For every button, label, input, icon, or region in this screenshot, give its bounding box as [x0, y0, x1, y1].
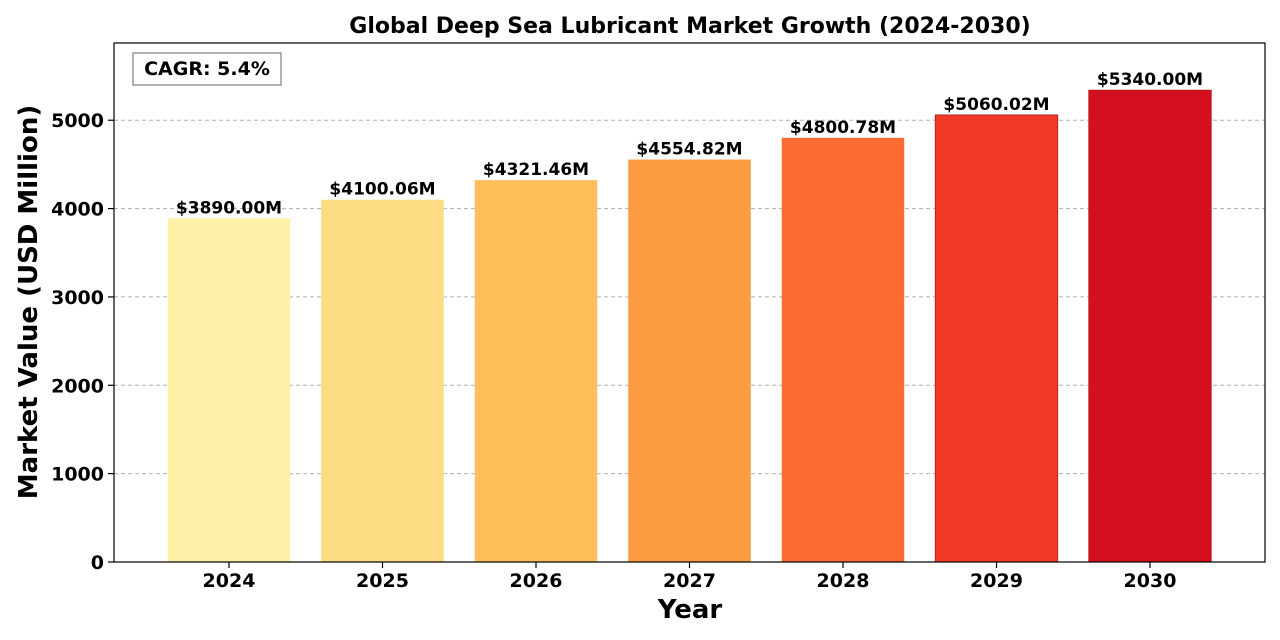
bar — [1088, 89, 1212, 563]
bar-value-label: $4554.82M — [636, 140, 742, 160]
x-axis-label: Year — [657, 595, 723, 625]
y-tick-label: 4000 — [51, 199, 104, 221]
bar-value-label: $5060.02M — [943, 95, 1049, 115]
cagr-text: CAGR: 5.4% — [144, 58, 270, 80]
y-axis-ticks: 0 1000 2000 3000 4000 5000 — [51, 110, 114, 574]
bar — [321, 199, 444, 562]
x-tick-label: 2025 — [356, 570, 409, 592]
x-axis-ticks: 2024 2025 2026 2027 2028 2029 2030 — [203, 562, 1177, 592]
bar-value-label: $4100.06M — [329, 180, 435, 200]
x-tick-label: 2030 — [1124, 570, 1177, 592]
x-tick-label: 2024 — [203, 570, 256, 592]
cagr-annotation: CAGR: 5.4% — [132, 52, 282, 86]
bar — [781, 137, 905, 563]
y-tick-label: 0 — [91, 552, 104, 574]
x-tick-label: 2027 — [663, 570, 716, 592]
y-tick-label: 1000 — [51, 464, 104, 486]
bar-value-label: $3890.00M — [176, 198, 282, 218]
bar-value-label: $4800.78M — [790, 118, 896, 138]
bar — [628, 159, 751, 562]
y-tick-label: 2000 — [51, 375, 104, 397]
cagr-box — [132, 52, 282, 86]
data-labels: $3890.00M $4100.06M $4321.46M $4554.82M $480… — [176, 70, 1203, 218]
bars — [167, 89, 1212, 563]
x-tick-label: 2029 — [970, 570, 1023, 592]
y-tick-label: 5000 — [51, 110, 104, 132]
bar — [474, 180, 598, 562]
bar-value-label: $5340.00M — [1097, 70, 1203, 90]
chart-title: Global Deep Sea Lubricant Market Growth … — [349, 14, 1030, 39]
y-axis-label: Market Value (USD Million) — [14, 105, 44, 499]
bar — [167, 218, 291, 562]
x-tick-label: 2026 — [510, 570, 563, 592]
bar-value-label: $4321.46M — [483, 160, 589, 180]
x-tick-label: 2028 — [817, 570, 870, 592]
bar — [934, 114, 1059, 563]
y-tick-label: 3000 — [51, 287, 104, 309]
